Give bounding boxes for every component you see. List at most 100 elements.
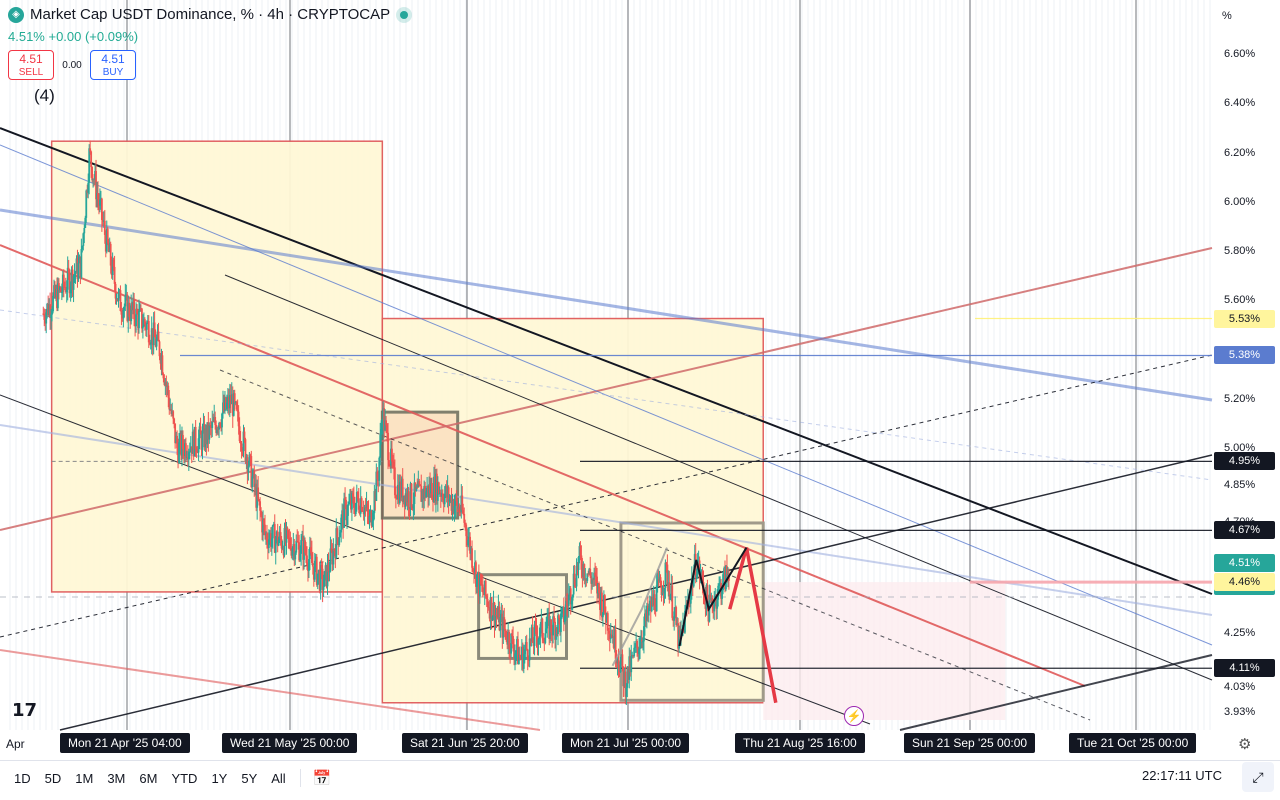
candle-body (51, 311, 53, 315)
candle-body (405, 493, 408, 503)
candle-body (56, 288, 58, 309)
candle-body (396, 484, 399, 499)
chart-trendlines (0, 127, 1213, 731)
candle-body (332, 549, 335, 565)
candle-body (462, 509, 465, 514)
candle-body (476, 574, 478, 587)
events-bolt-icon[interactable]: ⚡ (844, 706, 864, 726)
candle-body (160, 355, 163, 364)
candle-body (472, 567, 474, 570)
candle-body (425, 491, 428, 498)
range-button-ytd[interactable]: YTD (171, 770, 198, 786)
range-button-6m[interactable]: 6M (139, 770, 158, 786)
candle-body (299, 553, 302, 561)
range-button-1m[interactable]: 1M (75, 770, 94, 786)
candle-body (381, 428, 384, 430)
candle-body (371, 520, 374, 526)
candle-body (406, 491, 409, 503)
price-level-tag[interactable]: 4.51% (1214, 553, 1275, 572)
candle-body (668, 582, 671, 600)
price-level-tag[interactable]: 5.38% (1214, 346, 1275, 365)
candle-body (676, 623, 679, 625)
price-level-tag[interactable]: 4.46% (1214, 573, 1275, 592)
candle-body (581, 569, 584, 577)
candle-body (615, 658, 618, 664)
market-status-icon[interactable] (400, 10, 409, 19)
candle-body (316, 573, 319, 585)
candle-body (722, 574, 724, 591)
candle-body (659, 577, 662, 587)
candle-body (271, 525, 274, 539)
candle-body (583, 564, 586, 579)
candle-body (230, 394, 233, 405)
range-button-3m[interactable]: 3M (107, 770, 126, 786)
fullscreen-icon[interactable]: ⤢ (1242, 762, 1274, 792)
candle-body (249, 454, 252, 457)
candle-body (588, 568, 591, 574)
candle-body (264, 524, 266, 535)
candle-body (104, 234, 107, 252)
price-level-tag[interactable]: 5.53% (1214, 309, 1275, 328)
buy-button[interactable]: 4.51 BUY (90, 50, 136, 80)
candle-body (545, 628, 548, 634)
candle-body (285, 527, 288, 543)
range-button-1d[interactable]: 1D (14, 770, 31, 786)
candle-body (467, 539, 470, 546)
candle-body (669, 595, 672, 600)
candle-body (364, 507, 367, 509)
candle-body (158, 341, 161, 357)
candle-body (618, 667, 621, 673)
price-level-tag[interactable]: 4.95% (1214, 452, 1275, 471)
candle-body (64, 286, 67, 293)
candle-body (460, 495, 463, 513)
candle-body (627, 666, 630, 680)
price-chart[interactable] (0, 0, 1280, 760)
tradingview-logo-icon[interactable]: 𝟭𝟳 (12, 700, 38, 720)
candle-body (500, 613, 503, 618)
settings-gear-icon[interactable]: ⚙ (1238, 736, 1252, 753)
candle-body (639, 647, 641, 649)
candle-body (707, 603, 710, 622)
candle-body (499, 617, 502, 631)
candle-body (131, 303, 134, 311)
candle-body (315, 556, 318, 585)
red-lower-line (0, 649, 541, 731)
candle-body (221, 413, 223, 428)
candle-body (76, 258, 79, 280)
candle-body (327, 563, 330, 573)
candle-body (109, 243, 112, 266)
candle-body (604, 612, 607, 623)
candle-body (535, 625, 538, 637)
candle-body (217, 428, 220, 430)
range-button-all[interactable]: All (271, 770, 286, 786)
range-button-1y[interactable]: 1Y (211, 770, 228, 786)
candle-body (523, 649, 526, 655)
candle-body (389, 465, 391, 467)
symbol-title[interactable]: Market Cap USDT Dominance, % · 4h · CRYP… (30, 6, 391, 23)
lower-rising-line (59, 454, 1213, 731)
price-level-tag[interactable]: 4.11% (1214, 659, 1275, 678)
range-button-5y[interactable]: 5Y (241, 770, 258, 786)
candle-body (387, 432, 389, 461)
candle-body (123, 306, 126, 310)
candle-body (118, 290, 121, 294)
sell-button[interactable]: 4.51 SELL (8, 50, 54, 80)
utc-clock[interactable]: 22:17:11 UTC (1142, 768, 1222, 783)
candle-body (152, 322, 155, 346)
date-range-icon[interactable]: 📅 (312, 770, 332, 787)
spread-value: 0.00 (62, 59, 82, 71)
price-level-tag[interactable]: 4.67% (1214, 521, 1275, 540)
candle-body (367, 511, 370, 521)
candle-body (312, 566, 315, 580)
candle-body (188, 451, 191, 453)
candle-body (631, 654, 634, 657)
price-axis[interactable] (1212, 0, 1280, 730)
range-button-5d[interactable]: 5D (44, 770, 62, 786)
candle-body (345, 499, 347, 521)
candle-body (441, 493, 444, 501)
candle-body (548, 614, 551, 639)
candle-body (716, 599, 719, 609)
candle-body (168, 397, 171, 410)
candle-body (543, 640, 546, 644)
candle-body (449, 496, 452, 499)
